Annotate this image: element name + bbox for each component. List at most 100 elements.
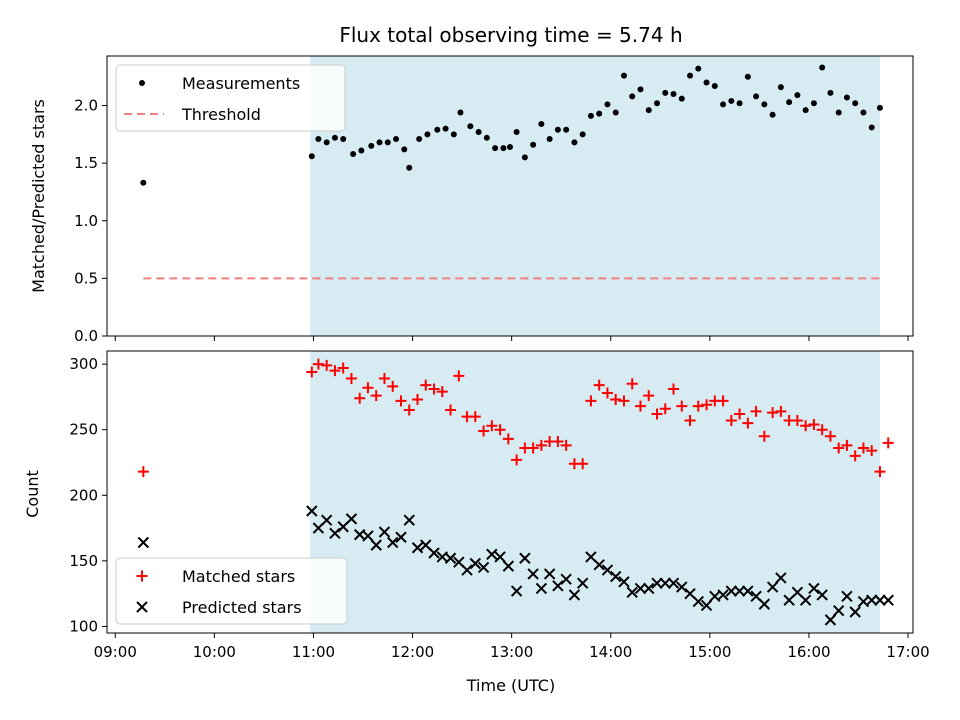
data-point (601, 387, 613, 399)
data-point (852, 100, 859, 107)
data-point (637, 86, 644, 93)
data-point (329, 365, 341, 377)
data-point (808, 582, 820, 595)
data-point (700, 599, 713, 612)
data-point (510, 585, 523, 597)
data-point (634, 400, 646, 412)
top-y-axis-label: Matched/Predicted stars (29, 99, 48, 293)
data-point (306, 505, 318, 517)
data-point (833, 442, 845, 454)
data-point (345, 513, 358, 525)
data-point (701, 399, 713, 411)
data-point (816, 589, 828, 601)
data-point (354, 392, 366, 404)
data-point (860, 109, 867, 116)
data-point (521, 154, 528, 161)
data-point (750, 405, 762, 417)
data-point (436, 386, 448, 398)
data-point (775, 572, 787, 584)
data-point (618, 576, 630, 588)
data-point (849, 606, 861, 618)
data-point (323, 139, 330, 146)
data-point (315, 135, 322, 142)
data-point (406, 164, 413, 171)
data-point (378, 373, 390, 385)
data-point (703, 79, 710, 86)
data-point (329, 527, 341, 540)
data-point (794, 92, 801, 99)
data-point (799, 594, 812, 606)
data-point (387, 536, 399, 549)
data-point (320, 514, 333, 526)
data-point (568, 589, 581, 601)
shaded-span (310, 351, 880, 633)
y-tick-label: 200 (69, 486, 98, 504)
legend: Measurements Threshold (115, 64, 346, 132)
data-point (403, 404, 415, 416)
data-point (461, 564, 473, 576)
data-point (876, 104, 883, 111)
x-tick-label: 10:00 (193, 643, 236, 661)
data-point (758, 430, 770, 442)
data-point (832, 604, 845, 617)
data-point (475, 129, 482, 136)
data-point (728, 97, 735, 104)
bottom-panel: 100 150 200 250 300 09:00 10:00 11:00 12:00 13:00… (69, 350, 930, 661)
data-point (478, 425, 490, 437)
data-point (486, 548, 498, 561)
data-point (403, 514, 415, 526)
data-point (670, 91, 677, 98)
data-point (546, 135, 553, 142)
data-point (612, 109, 619, 116)
data-point (786, 99, 793, 106)
data-point (736, 100, 743, 107)
data-point (744, 73, 751, 80)
data-point (552, 580, 564, 592)
data-point (331, 134, 338, 141)
x-tick-label: 17:00 (886, 643, 929, 661)
data-point (609, 570, 622, 583)
data-point (601, 564, 614, 576)
data-point (733, 585, 746, 597)
data-point (412, 394, 424, 406)
data-point (445, 404, 457, 416)
data-point (554, 126, 561, 133)
data-point (308, 153, 315, 160)
data-point (841, 590, 853, 602)
data-point (827, 89, 834, 96)
data-point (604, 101, 611, 108)
y-tick-label: 1.0 (74, 212, 98, 230)
data-point (866, 594, 878, 606)
data-point (552, 436, 564, 448)
x-axis-label: Time (UTC) (466, 676, 555, 695)
x-tick-label: 14:00 (589, 643, 632, 661)
data-point (494, 424, 506, 436)
data-point (695, 65, 702, 72)
data-point (758, 598, 771, 610)
legend-marker (136, 570, 148, 582)
data-point (444, 552, 457, 564)
data-point (428, 383, 440, 395)
data-point (579, 131, 586, 138)
y-tick-label: 0.5 (74, 269, 98, 287)
data-point (742, 417, 754, 429)
y-tick-label: 2.0 (74, 97, 98, 115)
axes-frame (106, 55, 914, 337)
data-point (593, 379, 605, 391)
data-point (411, 542, 424, 554)
data-point (486, 420, 498, 432)
data-point (457, 109, 464, 116)
data-point (137, 466, 149, 478)
data-point (857, 442, 869, 454)
data-point (513, 129, 520, 136)
data-point (492, 145, 499, 152)
data-point (643, 390, 655, 402)
data-point (376, 139, 383, 146)
y-tick-label: 300 (69, 355, 98, 373)
y-tick-label: 100 (69, 617, 98, 635)
axes-frame (106, 350, 914, 634)
data-point (467, 123, 474, 130)
data-point (874, 594, 886, 606)
data-point (626, 378, 638, 390)
data-point (453, 370, 465, 382)
